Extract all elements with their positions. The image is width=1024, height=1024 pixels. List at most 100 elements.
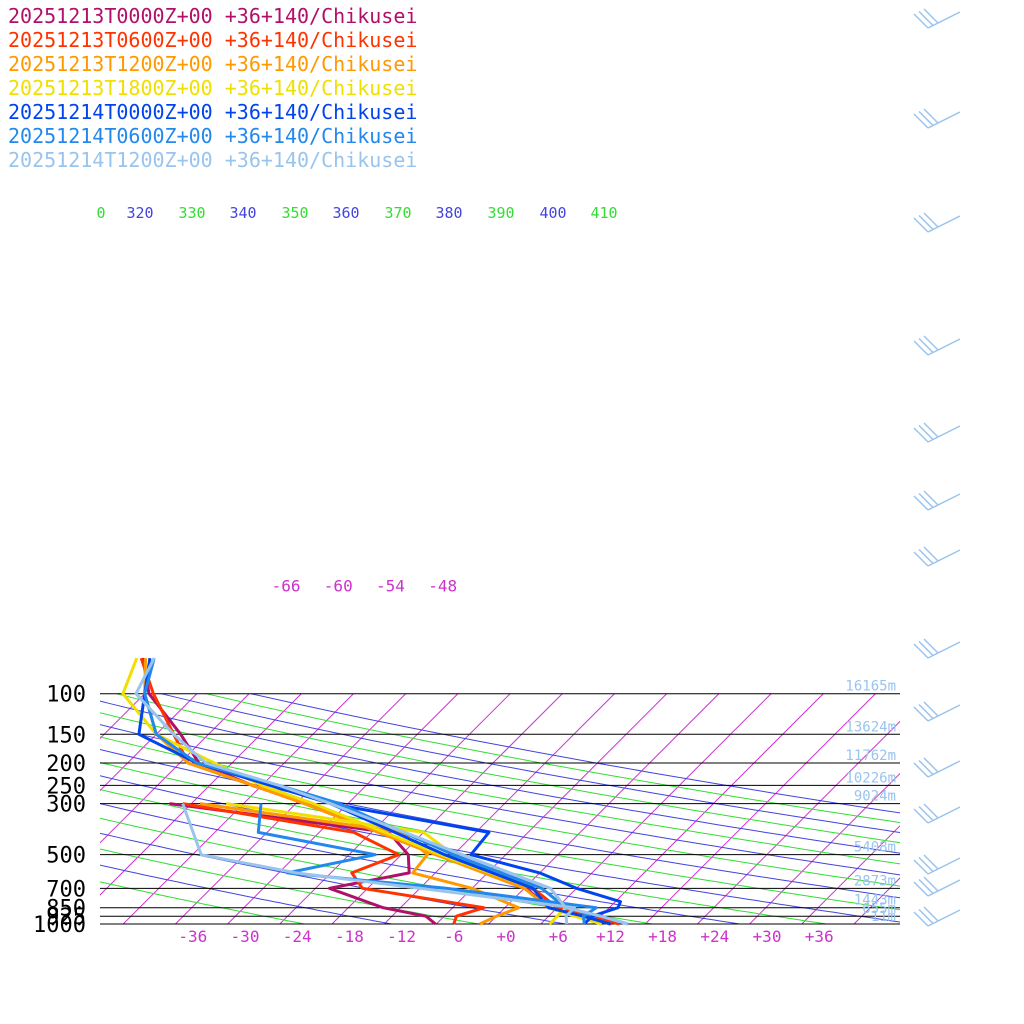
wind-barb-staff xyxy=(927,338,961,356)
wind-barb xyxy=(913,490,961,511)
theta-label: 370 xyxy=(384,204,411,222)
upper-isotherm-label: -54 xyxy=(376,577,405,596)
temperature-tick-label: -24 xyxy=(283,927,312,946)
wind-barb-flag xyxy=(913,551,929,567)
wind-barb-flag xyxy=(923,906,939,922)
wind-barb-flag xyxy=(918,492,934,509)
temperature-tick-label: +0 xyxy=(496,927,515,946)
wind-barb-flag xyxy=(923,757,939,773)
wind-barb-flag xyxy=(913,859,929,875)
isotherm-line xyxy=(331,693,563,924)
temperature-tick-label: -6 xyxy=(444,927,463,946)
legend-item: 20251214T0000Z+00 +36+140/Chikusei xyxy=(8,100,418,124)
isotherm-line xyxy=(592,693,824,924)
temperature-tick-label: +18 xyxy=(648,927,677,946)
wind-barb xyxy=(913,803,961,824)
wind-barb-flag xyxy=(918,548,934,565)
temperature-tick-label: -12 xyxy=(387,927,416,946)
wind-barb-staff xyxy=(927,879,961,897)
theta-label: 400 xyxy=(539,204,566,222)
pressure-levels: 100 16165m 150 13624m 200 11762m 250 10226m 300 9… xyxy=(33,679,900,938)
isotherm-line xyxy=(279,693,511,924)
wind-barb-flag xyxy=(913,495,929,511)
wind-barb-flag xyxy=(923,490,939,506)
isotherm-line xyxy=(853,877,900,924)
wind-barb xyxy=(913,212,961,233)
wind-barb-flag xyxy=(913,762,929,778)
wind-barb-flag xyxy=(918,110,934,127)
wind-barb-staff xyxy=(927,704,961,722)
height-label: 11m xyxy=(871,909,896,925)
height-label: 2873m xyxy=(854,873,896,889)
wind-barb-staff xyxy=(927,111,961,129)
temperature-tick-label: +30 xyxy=(753,927,782,946)
wind-barb-flag xyxy=(913,808,929,824)
isotherm-line xyxy=(100,693,198,792)
wind-barb-flag xyxy=(918,424,934,441)
pressure-label: 250 xyxy=(46,774,86,799)
isotherm-line xyxy=(801,825,900,924)
legend-item: 20251213T0600Z+00 +36+140/Chikusei xyxy=(8,28,418,52)
wind-barb xyxy=(913,701,961,722)
upper-isotherm-label: -48 xyxy=(428,577,457,596)
height-label: 5408m xyxy=(854,840,896,856)
height-label: 1443m xyxy=(854,893,896,909)
wind-barb-flag xyxy=(923,108,939,124)
wind-barb xyxy=(913,335,961,356)
soundings xyxy=(121,657,629,926)
isotherm-line xyxy=(540,693,772,924)
wind-barb-staff xyxy=(927,641,961,659)
wind-barb xyxy=(913,546,961,567)
wind-barb-flag xyxy=(913,340,929,356)
wind-barb-flag xyxy=(913,911,929,927)
wind-barb-flag xyxy=(918,337,934,354)
wind-barb-flag xyxy=(913,643,929,659)
wind-barb xyxy=(913,638,961,659)
height-label: 13624m xyxy=(845,719,896,735)
wind-barb-staff xyxy=(927,857,961,875)
upper-isotherm-labels: -66 -60 -54 -48 xyxy=(272,577,458,596)
wind-barb-flag xyxy=(923,803,939,819)
theta-label: 330 xyxy=(178,204,205,222)
height-label: 9024m xyxy=(854,789,896,805)
isotherm-line xyxy=(0,694,40,924)
legend-item: 20251213T1800Z+00 +36+140/Chikusei xyxy=(8,76,418,100)
wind-barb-flag xyxy=(923,8,939,24)
pressure-label: 150 xyxy=(46,723,86,748)
theta-label: 360 xyxy=(332,204,359,222)
temperature-tick-label: -36 xyxy=(178,927,207,946)
theta-label: 0 xyxy=(96,204,105,222)
pressure-label: 300 xyxy=(46,793,86,818)
wind-barb-flag xyxy=(918,856,934,873)
isotherm-line xyxy=(749,772,900,924)
wind-barb-flag xyxy=(923,422,939,438)
wind-barb-flag xyxy=(918,703,934,720)
isotherm-line xyxy=(906,694,1024,924)
theta-label: 320 xyxy=(126,204,153,222)
wind-barb-staff xyxy=(927,549,961,567)
theta-label: 390 xyxy=(487,204,514,222)
theta-labels: 0 320 330 340 350 360 370 380 390 400 410 xyxy=(96,204,617,222)
temperature-tick-label: +24 xyxy=(700,927,729,946)
wind-barbs xyxy=(913,8,961,927)
dewpoint-line xyxy=(169,802,437,926)
dewpoint-line xyxy=(330,802,622,926)
temperature-line xyxy=(134,657,629,926)
height-label: 16165m xyxy=(845,679,896,695)
legend-item: 20251213T1200Z+00 +36+140/Chikusei xyxy=(8,52,418,76)
wind-barb-staff xyxy=(927,215,961,233)
wind-barb-staff xyxy=(927,425,961,443)
wind-barb-staff xyxy=(927,806,961,824)
wind-barb xyxy=(913,854,961,875)
wind-barb xyxy=(913,8,961,29)
temperature-tick-label: -30 xyxy=(231,927,260,946)
wind-barb-staff xyxy=(927,11,961,29)
pressure-label: 200 xyxy=(46,752,86,777)
wind-barb xyxy=(913,422,961,443)
temperature-tick-label: +12 xyxy=(596,927,625,946)
theta-label: 410 xyxy=(590,204,617,222)
wind-barb-flag xyxy=(923,212,939,228)
theta-label: 340 xyxy=(229,204,256,222)
